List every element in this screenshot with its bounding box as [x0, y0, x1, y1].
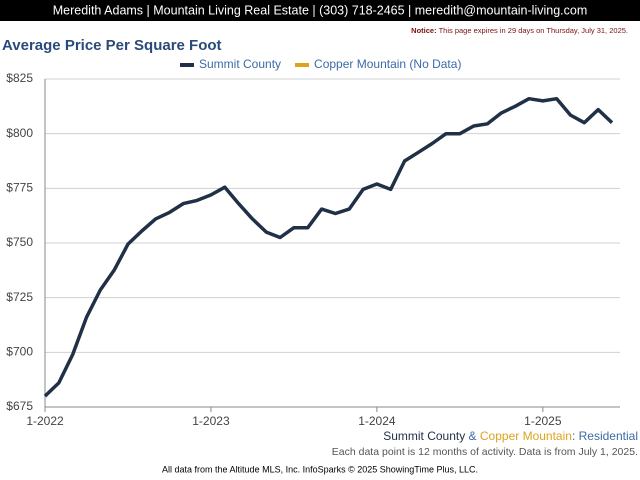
- footer-note: Each data point is 12 months of activity…: [332, 446, 638, 458]
- legend-label: Copper Mountain (No Data): [314, 57, 461, 71]
- data-line: [43, 96, 614, 398]
- subtitle-part: : Residential: [572, 429, 638, 443]
- legend-swatch: [295, 63, 310, 67]
- x-tick-label: 1-2022: [26, 414, 64, 428]
- legend-label: Summit County: [199, 57, 281, 71]
- chart-title: Average Price Per Square Foot: [2, 37, 222, 54]
- y-tick-label: $825: [6, 71, 33, 85]
- header-text: Meredith Adams | Mountain Living Real Es…: [53, 3, 588, 17]
- y-tick-label: $700: [6, 345, 33, 359]
- y-tick-label: $725: [6, 290, 33, 304]
- y-tick-label: $775: [6, 181, 33, 195]
- notice: Notice: This page expires in 29 days on T…: [411, 26, 628, 35]
- y-tick-label: $800: [6, 126, 33, 140]
- x-tick-label: 1-2023: [192, 414, 230, 428]
- header-bar: [0, 0, 640, 21]
- y-tick-label: $750: [6, 235, 33, 249]
- x-tick-label: 1-2024: [358, 414, 396, 428]
- notice-text: This page expires in 29 days on Thursday…: [439, 26, 628, 35]
- y-tick-label: $675: [6, 399, 33, 413]
- legend-swatch: [180, 63, 194, 67]
- footer-credit: All data from the Altitude MLS, Inc. Inf…: [162, 464, 478, 474]
- footer-subtitle: Summit County & Copper Mountain: Residen…: [383, 429, 638, 443]
- x-tick-label: 1-2025: [524, 414, 562, 428]
- subtitle-part: Copper Mountain: [480, 429, 572, 443]
- subtitle-part: &: [465, 429, 480, 443]
- notice-label: Notice:: [411, 26, 436, 35]
- subtitle-part: Summit County: [383, 429, 465, 443]
